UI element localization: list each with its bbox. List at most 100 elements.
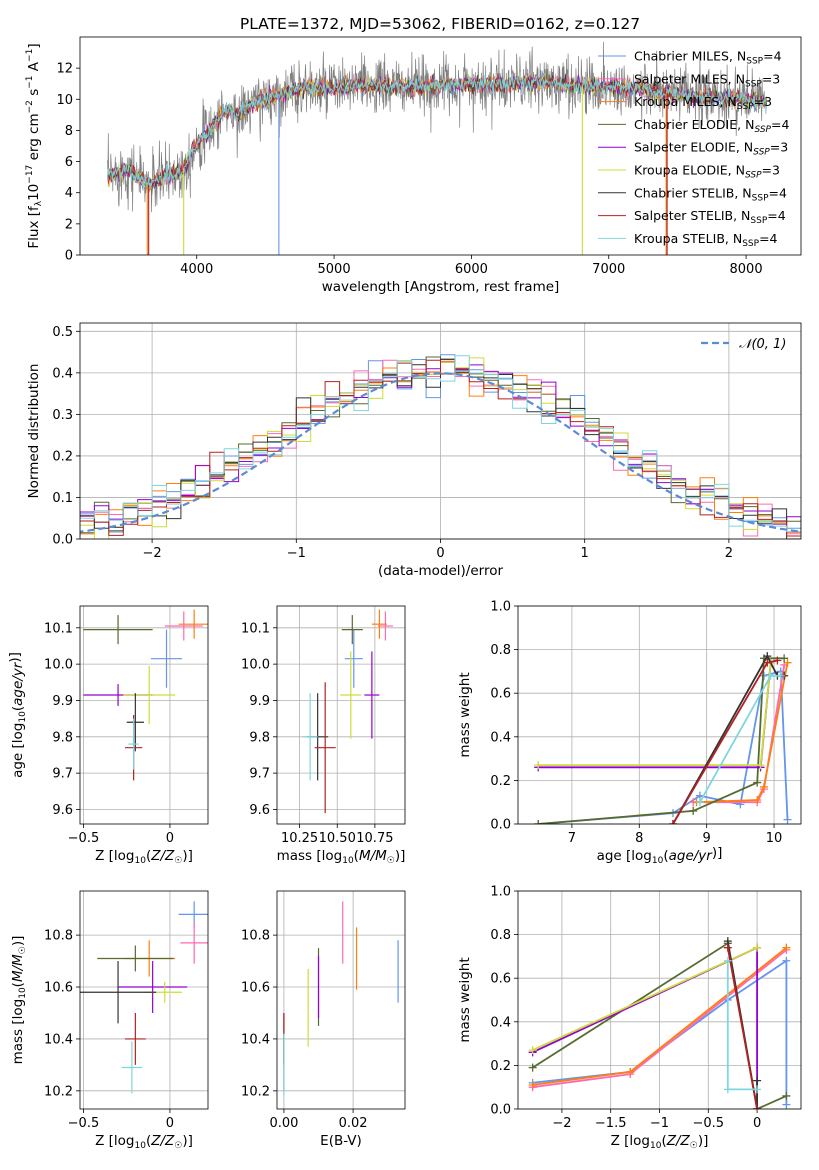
mass-weight-marker: [780, 654, 789, 663]
mass-weight-line: [538, 657, 785, 824]
y-tick-label: 10.2: [44, 1084, 73, 1099]
y-tick-label: 10.8: [44, 929, 73, 944]
axes-frame-age_vs_mass: [276, 605, 406, 825]
mass-weight-line: [726, 947, 758, 1109]
y-tick-label: 10.2: [241, 1084, 270, 1099]
y-tick-label: 0.2: [490, 1059, 511, 1074]
y-tick-label: 9.8: [52, 730, 73, 745]
plot-area-massweight_vs_age: [534, 652, 792, 824]
x-tick-label: 0.02: [339, 1116, 368, 1131]
y-tick-label: 2: [65, 217, 73, 232]
mass-weight-marker: [528, 1063, 537, 1072]
plot-area-mass_vs_Z: [80, 901, 208, 1094]
x-tick-label: 1: [581, 546, 589, 561]
mass-weight-marker: [753, 778, 762, 787]
legend-entry: Chabrier MILES, NSSP=4: [634, 49, 782, 67]
mass-weight-marker: [776, 671, 785, 680]
plots: 4000 5000 6000 7000 8000024681012wavelength …: [7, 36, 802, 1151]
axes-frame-massweight_vs_age: [517, 605, 802, 825]
mass-weight-marker: [528, 1081, 537, 1090]
x-axis-label: Z [log10(Z/Z☉)]: [95, 848, 193, 866]
mass-weight-marker: [782, 1091, 791, 1100]
y-tick-label: 1.0: [490, 600, 511, 615]
x-tick-label: 10.25: [281, 831, 318, 846]
y-tick-label: 9.6: [249, 803, 270, 818]
x-tick-label: 7000: [592, 262, 625, 277]
axes-massweight_vs_age: 7 8 9 10 0.0 0.2 0.4 0.6 0.8 1.0 age [log10(age/yr…: [457, 600, 802, 866]
x-axis-label: Z [log10(Z/Z☉)]: [611, 1133, 709, 1151]
y-tick-label: 0.6: [490, 687, 511, 702]
y-tick-label: 0.4: [52, 366, 73, 381]
mass-weight-marker: [753, 1076, 762, 1085]
x-tick-label: 10: [766, 831, 783, 846]
y-tick-label: 0.3: [52, 408, 73, 423]
y-tick-label: 0.2: [490, 774, 511, 789]
y-tick-label: 9.8: [249, 730, 270, 745]
mass-weight-marker: [753, 943, 762, 952]
mass-weight-marker: [723, 943, 732, 952]
mass-weight-marker: [783, 815, 792, 824]
y-tick-label: 6: [65, 155, 73, 170]
y-tick-label: 0.4: [490, 730, 511, 745]
plot-area-spectrum: [107, 41, 768, 255]
axes-mass_vs_Z: −0.5 0 10.2 10.4 10.6 10.8 Z [log10(Z/Z☉)] mass…: [10, 890, 209, 1151]
y-tick-label: 0.6: [490, 972, 511, 987]
mass-weight-marker: [528, 1046, 537, 1055]
y-tick-label: 10.0: [241, 658, 270, 673]
mass-weight-marker: [723, 956, 732, 965]
x-axis-label: (data-model)/error: [378, 563, 504, 579]
y-axis-label: Normed distribution: [26, 364, 42, 499]
mass-weight-marker: [782, 1100, 791, 1109]
y-tick-label: 0.4: [490, 1015, 511, 1030]
plot-area-massweight_vs_Z: [528, 937, 791, 1109]
legend-entry: 𝒩(0, 1): [739, 337, 786, 352]
y-tick-label: 10.4: [241, 1032, 270, 1047]
mass-weight-marker: [783, 658, 792, 667]
mass-weight-marker: [766, 671, 775, 680]
residual-histogram: [80, 355, 801, 539]
x-tick-label: −2: [143, 546, 162, 561]
x-tick-label: 4000: [180, 262, 213, 277]
x-tick-label: 6000: [455, 262, 488, 277]
spectrum-data-line: [107, 41, 768, 213]
x-tick-label: 5000: [318, 262, 351, 277]
y-axis-label: age [log10(age/yr)]: [7, 652, 28, 778]
plot-area-residuals: [80, 354, 801, 539]
mass-weight-marker: [695, 798, 704, 807]
y-tick-label: 10.0: [44, 658, 73, 673]
model-spectrum-line: [107, 71, 768, 189]
y-tick-label: 9.9: [52, 694, 73, 709]
x-tick-label: 0.00: [269, 1116, 298, 1131]
mass-weight-marker: [753, 1085, 762, 1094]
axes-frame-residuals: [79, 322, 802, 540]
mass-weight-marker: [759, 782, 768, 791]
y-tick-label: 9.7: [249, 767, 270, 782]
mass-weight-line: [696, 662, 789, 804]
mass-weight-marker: [773, 656, 782, 665]
x-axis-label: E(B-V): [320, 1133, 362, 1149]
y-tick-label: 10.6: [241, 981, 270, 996]
y-tick-label: 8: [65, 124, 73, 139]
axes-frame-mass_vs_Z: [79, 890, 209, 1110]
x-tick-label: 2: [725, 546, 733, 561]
axes-massweight_vs_Z: −2 −1.5 −1 −0.5 0 0.0 0.2 0.4 0.6 0.8 1.0 Z [log10(…: [457, 885, 802, 1151]
legend-entry: Kroupa STELIB, NSSP=4: [634, 231, 778, 249]
legend-entry: Kroupa ELODIE, NSSP=3: [634, 163, 780, 181]
y-tick-label: 10.1: [44, 621, 73, 636]
x-tick-label: 10.75: [356, 831, 393, 846]
x-tick-label: 0: [436, 546, 444, 561]
y-tick-label: 0.0: [490, 1103, 511, 1118]
x-tick-label: 8000: [730, 262, 763, 277]
spectrum-legend: Chabrier MILES, NSSP=4 Salpeter MILES, NS…: [598, 49, 789, 249]
x-tick-label: −2: [552, 1116, 571, 1131]
mass-weight-marker: [763, 658, 772, 667]
y-tick-label: 0.0: [52, 533, 73, 548]
x-tick-label: 8: [635, 831, 643, 846]
x-axis-label: age [log10(age/yr)]: [597, 845, 723, 866]
legend-entry: Kroupa MILES, NSSP=3: [634, 94, 772, 112]
mass-weight-marker: [534, 820, 543, 824]
y-tick-label: 4: [65, 186, 73, 201]
y-tick-label: 0.0: [490, 818, 511, 833]
y-tick-label: 0.8: [490, 643, 511, 658]
